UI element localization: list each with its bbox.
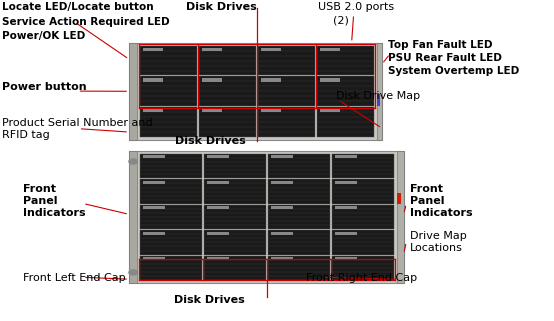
Text: Indicators: Indicators (23, 208, 86, 218)
Bar (271, 181, 293, 184)
Bar (335, 155, 357, 158)
Text: PSU Rear Fault LED: PSU Rear Fault LED (388, 53, 502, 63)
Bar (140, 179, 202, 204)
Bar (129, 43, 137, 140)
Bar (207, 155, 229, 158)
Bar (268, 154, 330, 178)
Bar (140, 256, 202, 280)
Bar (397, 151, 404, 283)
Bar (199, 107, 257, 137)
Text: Top Fan Fault LED: Top Fan Fault LED (388, 39, 493, 49)
Text: Disk Drives: Disk Drives (176, 136, 246, 146)
Bar (332, 230, 394, 255)
Text: RFID tag: RFID tag (2, 130, 50, 140)
Bar (335, 257, 357, 260)
Bar (142, 109, 163, 112)
Text: (2): (2) (333, 16, 349, 26)
Bar (140, 154, 202, 178)
Bar (258, 107, 315, 137)
Bar (143, 155, 165, 158)
Bar (199, 46, 257, 75)
Bar (320, 78, 340, 82)
Bar (207, 206, 229, 209)
Bar (271, 206, 293, 209)
Text: Drive Map: Drive Map (410, 231, 467, 241)
Bar (143, 232, 165, 235)
Bar (142, 48, 163, 51)
Text: Power button: Power button (2, 82, 87, 91)
Circle shape (129, 159, 137, 164)
Bar (332, 154, 394, 178)
Text: Disk Drive Map: Disk Drive Map (336, 91, 420, 101)
Bar (204, 179, 266, 204)
Bar (202, 78, 222, 82)
Bar (320, 48, 340, 51)
Bar (199, 76, 257, 106)
Bar (268, 205, 330, 229)
Bar (204, 205, 266, 229)
Bar (129, 151, 404, 283)
Text: System Overtemp LED: System Overtemp LED (388, 66, 520, 76)
Bar (143, 181, 165, 184)
Bar (140, 76, 197, 106)
Text: Locations: Locations (410, 243, 463, 253)
Bar (271, 232, 293, 235)
Text: Panel: Panel (410, 196, 445, 206)
Bar (377, 43, 382, 140)
Bar (143, 257, 165, 260)
Bar (332, 256, 394, 280)
Text: Panel: Panel (23, 196, 58, 206)
Bar (332, 205, 394, 229)
Bar (268, 179, 330, 204)
Bar (261, 48, 281, 51)
Bar (129, 151, 137, 283)
Bar (317, 107, 375, 137)
Bar (317, 76, 375, 106)
Bar (258, 76, 315, 106)
Bar (140, 107, 197, 137)
Text: Front Left End Cap: Front Left End Cap (23, 273, 126, 282)
Bar (202, 48, 222, 51)
Bar (335, 181, 357, 184)
Text: Locate LED/Locate button: Locate LED/Locate button (2, 2, 154, 12)
Text: USB 2.0 ports: USB 2.0 ports (319, 2, 394, 12)
Bar (204, 154, 266, 178)
Text: Front Right End Cap: Front Right End Cap (306, 273, 417, 282)
Bar (271, 155, 293, 158)
Bar (204, 230, 266, 255)
Bar (142, 78, 163, 82)
Text: Product Serial Number and: Product Serial Number and (2, 117, 153, 127)
Text: Front: Front (23, 184, 56, 195)
Text: Disk Drives: Disk Drives (175, 295, 245, 305)
Bar (140, 205, 202, 229)
Bar (140, 46, 197, 75)
Bar (268, 230, 330, 255)
Bar (207, 232, 229, 235)
Text: Service Action Required LED: Service Action Required LED (2, 17, 170, 27)
Bar (268, 256, 330, 280)
Bar (258, 46, 315, 75)
Bar (271, 257, 293, 260)
Bar (320, 109, 340, 112)
Bar (140, 230, 202, 255)
Bar (397, 193, 401, 204)
Bar (335, 232, 357, 235)
Bar (261, 78, 281, 82)
Bar (261, 109, 281, 112)
Bar (335, 206, 357, 209)
Bar (204, 256, 266, 280)
Bar (207, 257, 229, 260)
Bar (202, 109, 222, 112)
Text: Disk Drives: Disk Drives (186, 2, 257, 12)
Text: Indicators: Indicators (410, 208, 473, 218)
Bar (332, 179, 394, 204)
Text: Front: Front (410, 184, 443, 195)
Bar (129, 43, 382, 140)
Bar (317, 46, 375, 75)
Text: Power/OK LED: Power/OK LED (2, 31, 86, 41)
Circle shape (129, 270, 137, 275)
Bar (207, 181, 229, 184)
Bar (143, 206, 165, 209)
Bar (377, 94, 380, 106)
